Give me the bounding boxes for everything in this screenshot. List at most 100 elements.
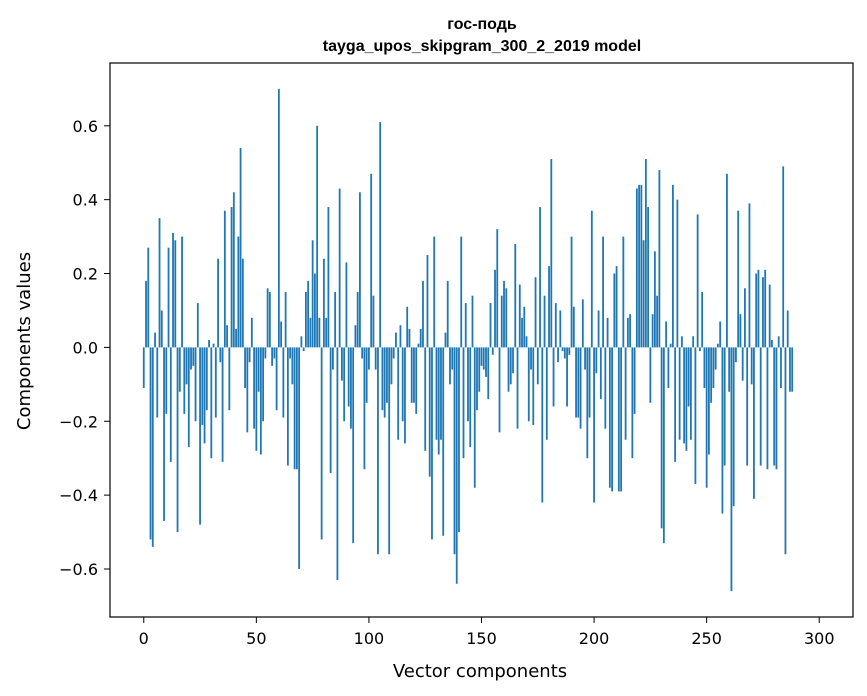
bar-116 xyxy=(404,347,406,444)
bar-173 xyxy=(532,347,535,425)
bar-80 xyxy=(322,258,325,348)
bar-145 xyxy=(469,347,472,448)
bar-6 xyxy=(156,347,159,418)
bar-103 xyxy=(374,347,377,370)
bar-189 xyxy=(568,347,571,355)
bar-244 xyxy=(692,336,695,348)
bar-135 xyxy=(446,280,449,348)
bar-16 xyxy=(178,347,181,392)
bar-23 xyxy=(194,347,197,422)
bar-284 xyxy=(782,166,785,348)
bar-182 xyxy=(552,347,555,407)
bar-113 xyxy=(397,347,400,440)
bar-45 xyxy=(244,347,246,389)
bar-257 xyxy=(721,347,724,514)
bar-247 xyxy=(699,347,701,352)
bar-93 xyxy=(352,347,355,544)
bar-74 xyxy=(309,317,312,348)
bar-170 xyxy=(525,336,528,348)
bar-166 xyxy=(516,347,519,429)
bar-29 xyxy=(208,340,210,348)
bar-251 xyxy=(708,347,710,455)
bar-243 xyxy=(689,347,692,440)
bar-273 xyxy=(757,269,760,348)
bar-10 xyxy=(165,347,168,414)
bar-219 xyxy=(635,188,638,348)
bar-221 xyxy=(640,184,643,348)
bar-164 xyxy=(512,347,514,374)
bar-272 xyxy=(755,273,758,348)
bar-245 xyxy=(694,347,697,485)
bar-137 xyxy=(451,347,454,370)
bar-188 xyxy=(566,347,568,407)
x-tick-label-150: 150 xyxy=(466,629,497,648)
bar-84 xyxy=(332,347,334,370)
bar-151 xyxy=(482,347,485,370)
bar-220 xyxy=(638,184,641,348)
bar-181 xyxy=(550,159,553,348)
y-tick-label-2: −0.2 xyxy=(59,412,98,431)
bar-279 xyxy=(771,340,773,348)
bar-262 xyxy=(732,347,735,507)
bar-237 xyxy=(676,199,679,348)
bar-168 xyxy=(521,317,523,348)
bar-149 xyxy=(478,347,481,392)
bar-264 xyxy=(737,210,740,348)
bar-177 xyxy=(541,347,544,503)
bar-242 xyxy=(687,347,690,407)
chart-subtitle: tayga_upos_skipgram_300_2_2019 model xyxy=(323,38,641,55)
bar-130 xyxy=(435,347,438,440)
y-tick-label-1: −0.4 xyxy=(59,486,98,505)
bar-108 xyxy=(386,347,388,403)
bars xyxy=(142,88,794,592)
bar-106 xyxy=(381,347,384,411)
bar-52 xyxy=(259,347,262,455)
bar-157 xyxy=(496,229,499,348)
bar-240 xyxy=(683,347,686,444)
bar-267 xyxy=(744,288,746,348)
bar-216 xyxy=(629,314,631,348)
bar-3 xyxy=(149,347,152,540)
bar-174 xyxy=(534,277,537,348)
bar-111 xyxy=(392,347,395,359)
bar-217 xyxy=(631,347,634,459)
bar-248 xyxy=(701,291,704,348)
bar-115 xyxy=(401,347,404,422)
bar-225 xyxy=(649,347,652,403)
y-tick-label-4: 0.2 xyxy=(73,265,98,284)
bar-134 xyxy=(444,332,447,348)
bar-186 xyxy=(561,347,564,352)
bar-61 xyxy=(280,321,283,348)
bar-126 xyxy=(426,255,429,348)
bar-210 xyxy=(615,266,618,348)
bar-285 xyxy=(784,347,787,555)
bar-193 xyxy=(577,347,580,418)
bar-38 xyxy=(228,347,231,411)
bar-223 xyxy=(644,159,647,348)
bar-192 xyxy=(575,347,577,418)
bar-239 xyxy=(680,336,683,348)
bar-158 xyxy=(498,347,501,433)
bar-62 xyxy=(282,347,285,418)
bar-97 xyxy=(361,347,364,359)
bar-227 xyxy=(653,251,656,348)
bar-96 xyxy=(359,192,361,348)
bar-141 xyxy=(460,236,463,348)
bar-175 xyxy=(536,347,539,385)
bar-47 xyxy=(248,347,251,363)
bar-230 xyxy=(660,347,663,529)
bar-101 xyxy=(370,173,373,348)
bar-276 xyxy=(764,269,767,348)
bar-281 xyxy=(775,347,778,470)
bar-0 xyxy=(142,347,145,389)
bar-206 xyxy=(606,317,609,348)
bar-259 xyxy=(726,173,728,348)
bar-69 xyxy=(298,347,301,569)
bar-270 xyxy=(750,347,753,385)
bar-125 xyxy=(424,347,427,451)
bar-57 xyxy=(271,347,274,366)
bar-286 xyxy=(786,310,789,348)
bar-53 xyxy=(262,347,264,422)
bar-59 xyxy=(275,347,278,411)
bar-185 xyxy=(559,310,562,348)
